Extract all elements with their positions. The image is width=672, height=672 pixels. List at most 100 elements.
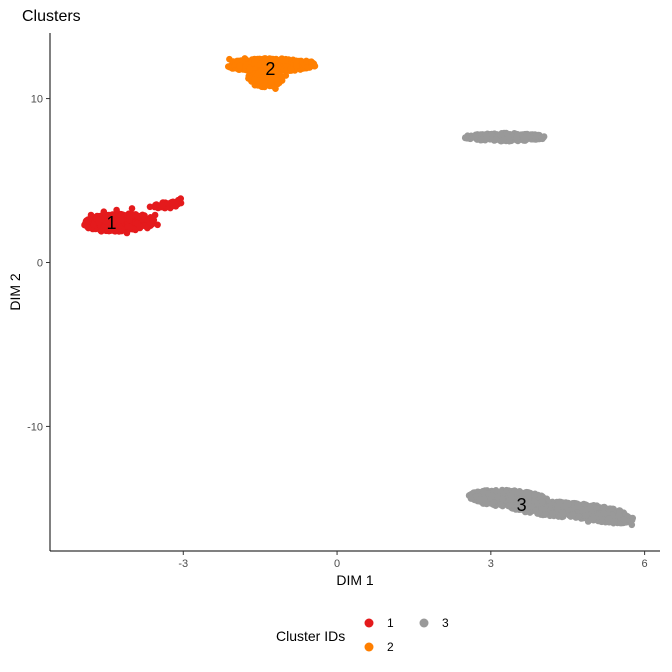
data-point bbox=[584, 518, 592, 525]
data-point bbox=[598, 517, 606, 525]
data-point bbox=[461, 134, 469, 142]
data-point bbox=[245, 75, 252, 82]
data-point bbox=[488, 130, 496, 138]
data-point bbox=[477, 136, 484, 144]
data-point bbox=[262, 55, 269, 62]
data-point bbox=[492, 136, 500, 143]
data-point bbox=[128, 205, 136, 212]
legend-title: Cluster IDs bbox=[276, 628, 345, 644]
data-point bbox=[226, 55, 233, 63]
data-point bbox=[518, 491, 526, 498]
data-point bbox=[100, 208, 108, 215]
data-point bbox=[149, 216, 156, 224]
legend-label: 2 bbox=[387, 640, 394, 654]
data-point bbox=[492, 487, 500, 494]
data-point bbox=[528, 503, 536, 511]
chart-title: Clusters bbox=[22, 8, 81, 25]
data-point bbox=[531, 491, 538, 499]
data-point bbox=[574, 500, 581, 508]
data-point bbox=[177, 195, 184, 202]
data-point bbox=[303, 57, 310, 65]
y-axis-ticks: -10 0 10 bbox=[27, 94, 50, 433]
series-2 bbox=[225, 55, 319, 92]
data-point bbox=[502, 129, 510, 137]
legend-label: 3 bbox=[442, 616, 449, 630]
data-point bbox=[488, 492, 496, 499]
data-point bbox=[575, 513, 582, 520]
x-axis-title: DIM 1 bbox=[336, 572, 374, 588]
data-point bbox=[287, 65, 295, 73]
data-point bbox=[505, 502, 513, 509]
data-point bbox=[233, 57, 241, 65]
data-point bbox=[251, 76, 259, 84]
legend-key bbox=[364, 618, 374, 628]
data-point bbox=[579, 506, 587, 514]
data-point bbox=[547, 501, 555, 508]
data-point bbox=[274, 64, 282, 71]
data-point bbox=[90, 221, 97, 229]
data-point bbox=[151, 211, 159, 219]
data-point bbox=[615, 511, 623, 519]
data-point bbox=[82, 218, 90, 225]
data-point bbox=[105, 211, 113, 219]
data-point bbox=[523, 131, 530, 138]
data-point bbox=[555, 498, 563, 506]
data-point bbox=[482, 498, 490, 506]
data-point bbox=[282, 55, 290, 63]
points-layer bbox=[81, 55, 636, 529]
data-point bbox=[620, 516, 628, 524]
data-point bbox=[98, 228, 105, 235]
x-tick-label: 6 bbox=[642, 558, 648, 570]
data-point bbox=[85, 224, 92, 232]
data-point bbox=[467, 495, 475, 502]
data-point bbox=[164, 200, 172, 207]
data-point bbox=[497, 501, 505, 509]
data-point bbox=[272, 85, 279, 92]
legend-item-2: 2 bbox=[364, 640, 394, 654]
legend-key bbox=[419, 618, 429, 628]
data-point bbox=[292, 57, 300, 65]
data-point bbox=[169, 198, 177, 206]
data-point bbox=[225, 63, 232, 70]
data-point bbox=[115, 223, 123, 230]
data-point bbox=[476, 496, 484, 503]
data-point bbox=[499, 496, 506, 503]
data-point bbox=[152, 201, 159, 209]
x-tick-label: 0 bbox=[334, 558, 340, 570]
data-point bbox=[154, 221, 161, 229]
data-point bbox=[144, 224, 151, 232]
data-point bbox=[262, 82, 269, 89]
data-point bbox=[251, 57, 259, 65]
data-point bbox=[525, 491, 532, 499]
data-point bbox=[497, 137, 505, 145]
data-point bbox=[123, 229, 131, 237]
legend-items: 1 2 3 bbox=[364, 616, 449, 654]
series-1 bbox=[81, 195, 185, 237]
data-point bbox=[513, 134, 520, 142]
data-point bbox=[108, 226, 115, 233]
cluster-labels: 1 2 3 bbox=[107, 59, 527, 515]
data-point bbox=[600, 510, 607, 517]
legend-item-1: 1 bbox=[364, 616, 394, 630]
data-point bbox=[236, 62, 243, 70]
data-point bbox=[273, 70, 280, 77]
data-point bbox=[159, 201, 167, 209]
y-tick-label: -10 bbox=[27, 421, 43, 433]
data-point bbox=[482, 131, 490, 138]
cluster-label-1: 1 bbox=[107, 213, 117, 233]
legend: Cluster IDs 1 2 3 bbox=[276, 616, 449, 654]
y-axis-title: DIM 2 bbox=[7, 273, 23, 311]
data-point bbox=[541, 506, 549, 513]
legend-label: 1 bbox=[387, 616, 394, 630]
data-point bbox=[118, 216, 126, 224]
data-point bbox=[126, 213, 133, 220]
data-point bbox=[146, 203, 154, 211]
data-point bbox=[541, 511, 549, 518]
data-point bbox=[536, 492, 544, 500]
data-point bbox=[113, 206, 120, 214]
data-point bbox=[515, 502, 523, 509]
data-point bbox=[136, 223, 143, 230]
data-point bbox=[559, 509, 567, 517]
data-point bbox=[264, 74, 272, 81]
data-point bbox=[533, 133, 541, 140]
